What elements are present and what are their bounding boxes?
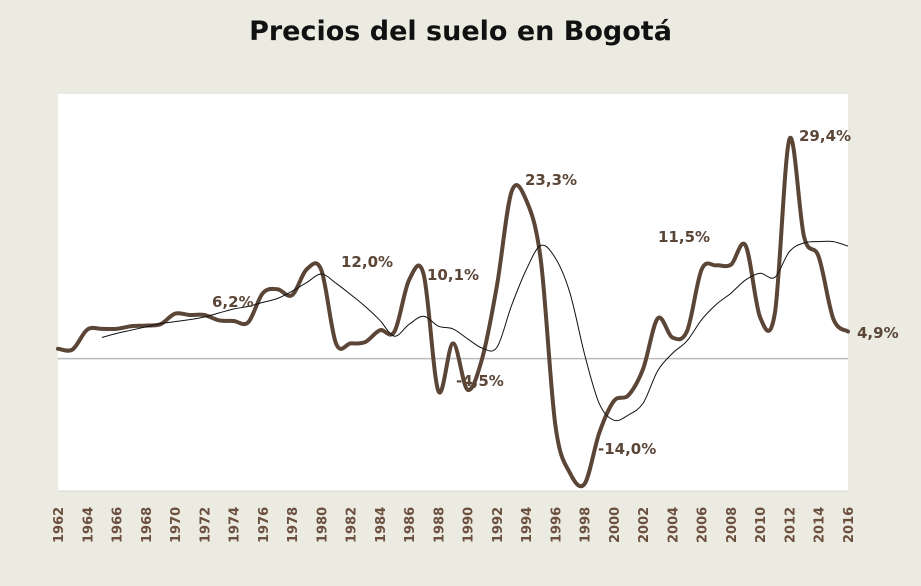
annotation-1981: 12,0% <box>341 253 393 271</box>
x-tick-label: 2016 <box>842 507 857 543</box>
x-tick-label: 1966 <box>111 507 126 543</box>
x-tick-label: 2008 <box>725 507 740 543</box>
x-tick-label: 1988 <box>432 507 447 543</box>
chart-title: Precios del suelo en Bogotá <box>249 16 672 47</box>
x-tick-label: 1992 <box>491 507 506 543</box>
x-tick-label: 2006 <box>696 507 711 543</box>
annotation-1987: 10,1% <box>427 266 479 284</box>
x-tick-label: 1986 <box>403 507 418 543</box>
x-tick-label: 1998 <box>579 507 594 543</box>
x-tick-label: 2004 <box>666 507 681 543</box>
annotation-2013: 29,4% <box>799 127 851 145</box>
x-tick-label: 1970 <box>169 507 184 543</box>
annotation-1999: -14,0% <box>598 440 656 458</box>
plot-area <box>58 94 848 491</box>
series-line-annual <box>56 135 850 489</box>
annotation-1989: -4,5% <box>456 372 504 390</box>
x-tick-label: 2000 <box>608 507 623 543</box>
x-tick-label: 1978 <box>286 507 301 543</box>
series-line-moving-average <box>101 240 849 422</box>
x-tick-label: 2014 <box>813 507 828 543</box>
x-tick-label: 1982 <box>345 507 360 543</box>
annotation-1994: 23,3% <box>525 171 577 189</box>
x-tick-label: 1968 <box>140 507 155 543</box>
x-tick-label: 1974 <box>228 507 243 543</box>
x-axis-ticks: 1962 1964 1966 1968 1970 1972 1974 1976 1978 1980… <box>52 507 857 543</box>
x-tick-label: 1996 <box>549 507 564 543</box>
annotation-2006: 11,5% <box>658 228 710 246</box>
annotation-2016: 4,9% <box>857 324 899 342</box>
annotation-1972: 6,2% <box>212 293 254 311</box>
x-tick-label: 1976 <box>257 507 272 543</box>
x-tick-label: 2002 <box>637 507 652 543</box>
x-tick-label: 1980 <box>315 507 330 543</box>
x-tick-label: 1994 <box>520 507 535 543</box>
x-tick-label: 2012 <box>784 507 799 543</box>
x-tick-label: 1990 <box>462 507 477 543</box>
x-tick-label: 1964 <box>81 507 96 543</box>
x-tick-label: 1962 <box>52 507 67 543</box>
x-tick-label: 1984 <box>374 507 389 543</box>
x-tick-label: 1972 <box>198 507 213 543</box>
x-tick-label: 2010 <box>754 507 769 543</box>
